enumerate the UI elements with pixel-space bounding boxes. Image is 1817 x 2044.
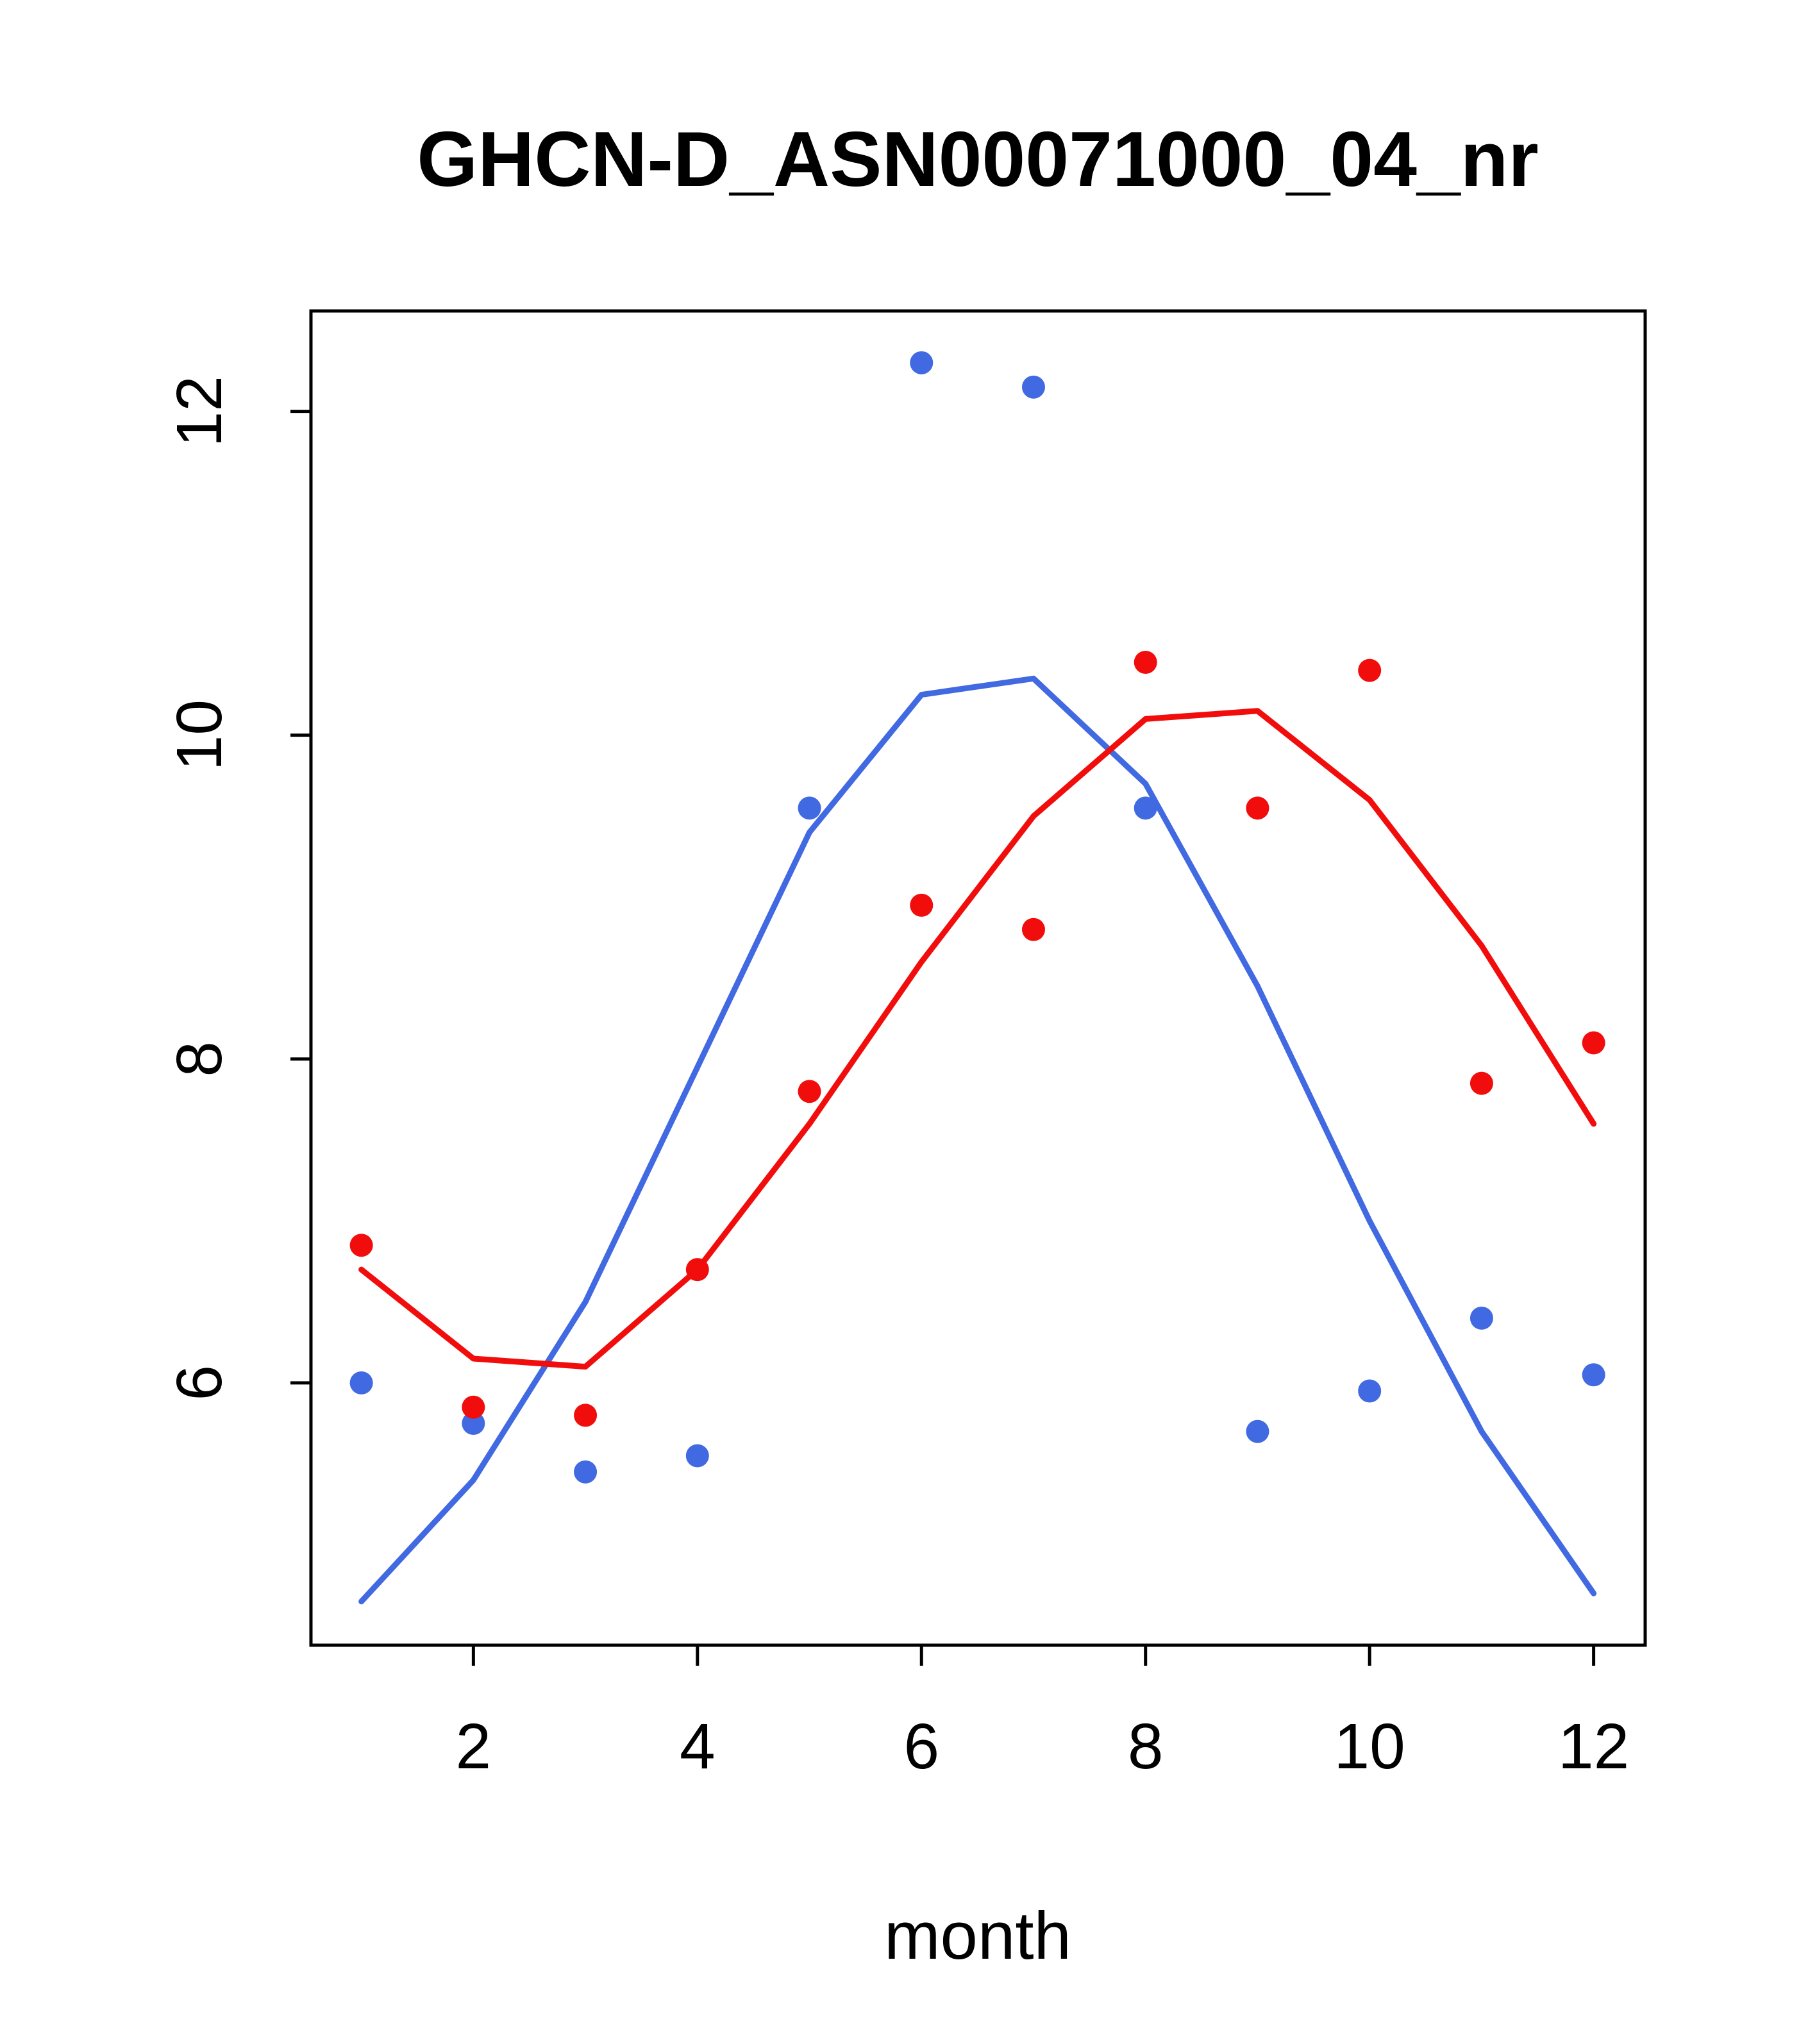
x-tick-label: 6 — [903, 1711, 939, 1782]
series-2-trend-line — [358, 708, 1597, 1370]
series-2-points-dot — [685, 1258, 709, 1282]
y-tick-label: 12 — [163, 376, 235, 447]
x-tick-label: 12 — [1558, 1711, 1629, 1782]
series-1-trend-line — [358, 675, 1597, 1605]
series-1-points-dot — [462, 1412, 485, 1436]
x-axis-label: month — [884, 1898, 1071, 1973]
series-1-points-dot — [1470, 1306, 1493, 1330]
y-tick-label: 8 — [163, 1041, 235, 1077]
series-2-points-dot — [1246, 796, 1269, 820]
x-tick-label: 4 — [680, 1711, 716, 1782]
series-1-points-dot — [574, 1460, 598, 1484]
series-1-points-dot — [1358, 1379, 1382, 1403]
series-1-points-dot — [349, 1371, 373, 1395]
series-1-points-dot — [798, 796, 821, 820]
chart-title: GHCN-D_ASN00071000_04_nr — [417, 115, 1539, 203]
series-2-points-dot — [1021, 917, 1045, 941]
series-2-points-dot — [1134, 651, 1157, 674]
series-2-points-dot — [1582, 1031, 1605, 1055]
y-tick-label: 10 — [163, 699, 235, 771]
series-2-points-dot — [1470, 1071, 1493, 1095]
series-1-points-dot — [1021, 375, 1045, 399]
series-2-points-dot — [1358, 658, 1382, 682]
x-tick-label: 2 — [456, 1711, 492, 1782]
series-2-points-dot — [462, 1395, 485, 1419]
series-1-points-dot — [685, 1444, 709, 1468]
series-2-points-dot — [910, 893, 934, 917]
plot-border — [309, 309, 1647, 1647]
series-1-points-dot — [910, 351, 934, 374]
x-tick-label: 10 — [1334, 1711, 1405, 1782]
series-1-points-dot — [1246, 1420, 1269, 1443]
y-tick-label: 6 — [163, 1365, 235, 1401]
series-1-points-dot — [1134, 796, 1157, 820]
series-1-points-dot — [1582, 1363, 1605, 1387]
series-2-points-dot — [349, 1234, 373, 1257]
series-2-points-dot — [574, 1403, 598, 1427]
plot-area: 2 4 6 8 10 12 6 8 10 12 — [163, 309, 1647, 1782]
x-tick-label: 8 — [1128, 1711, 1164, 1782]
series-2-points-dot — [798, 1080, 821, 1103]
